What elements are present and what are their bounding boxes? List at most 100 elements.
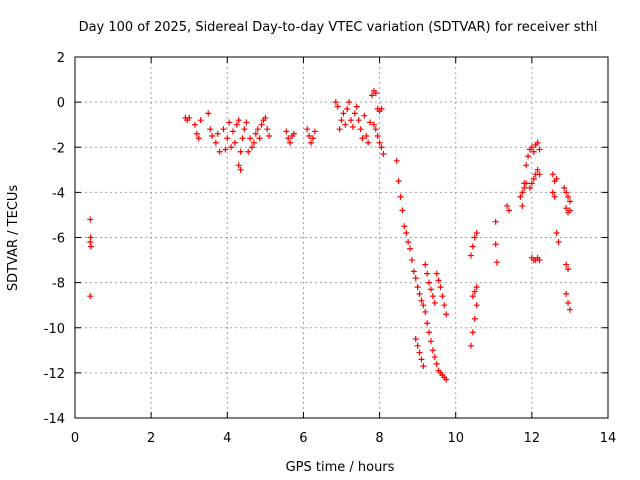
data-point [256,135,263,142]
data-point [214,130,221,137]
data-point [536,146,543,153]
data-point [473,302,480,309]
data-point [290,130,297,137]
data-point [416,290,423,297]
data-point [420,363,427,370]
data-point [526,184,533,191]
data-point [250,139,257,146]
data-point [235,162,242,169]
data-point [241,126,248,133]
data-point [195,135,202,142]
y-tick-label: 2 [57,51,65,66]
data-point [530,148,537,155]
data-point [492,241,499,248]
data-point [410,268,417,275]
data-point [308,139,315,146]
data-point [521,184,528,191]
data-point [87,239,94,246]
data-series [87,87,573,383]
data-point [249,144,256,151]
data-point [209,132,216,139]
data-point [426,279,433,286]
data-point [523,162,530,169]
data-point [424,320,431,327]
data-point [437,284,444,291]
data-point [355,117,362,124]
y-axis-label: SDTVAR / TECUs [6,185,21,292]
data-point [344,105,351,112]
data-point [493,259,500,266]
data-point [563,261,570,268]
data-point [408,257,415,264]
data-point [563,290,570,297]
x-axis: 0 2 4 6 8 10 12 14 [71,57,616,446]
data-point [433,270,440,277]
data-point [473,284,480,291]
data-point [239,135,246,142]
data-point [401,223,408,230]
data-point [361,112,368,119]
data-point [372,126,379,133]
data-point [266,132,273,139]
data-point [431,299,438,306]
data-point [519,189,526,196]
chart-title: Day 100 of 2025, Sidereal Day-to-day VTE… [79,20,598,35]
data-point [525,153,532,160]
data-point [191,121,198,128]
data-point [87,293,94,300]
data-point [523,180,530,187]
data-point [566,207,573,214]
data-point [565,266,572,273]
data-point [443,376,450,383]
data-point [237,166,244,173]
data-point [433,360,440,367]
data-point [439,293,446,300]
data-point [403,229,410,236]
data-point [378,144,385,151]
data-point [549,171,556,178]
data-point [471,288,478,295]
data-point [370,121,377,128]
data-point [222,146,229,153]
data-point [492,218,499,225]
data-point [212,139,219,146]
data-point [359,135,366,142]
data-point [332,99,339,106]
data-point [530,175,537,182]
data-point [566,306,573,313]
data-point [365,139,372,146]
data-point [336,126,343,133]
plot-frame [74,56,609,419]
data-point [435,277,442,284]
data-point [247,135,254,142]
data-point [469,243,476,250]
data-point [340,110,347,117]
data-point [412,275,419,282]
data-point [287,139,294,146]
data-point [414,284,421,291]
data-point [414,342,421,349]
data-point [395,178,402,185]
data-point [467,252,474,259]
data-point [231,139,238,146]
data-point [348,117,355,124]
y-tick-label: -14 [44,412,65,427]
data-point [311,128,318,135]
data-point [553,229,560,236]
data-point [504,202,511,209]
data-point [551,193,558,200]
data-point [469,293,476,300]
x-tick-label: 4 [223,431,231,446]
data-point [536,257,543,264]
data-point [264,126,271,133]
data-point [418,356,425,363]
y-axis: 2 0 -2 -4 -6 -8 -10 -12 -14 [44,51,608,427]
x-tick-label: 10 [447,431,464,446]
data-point [469,329,476,336]
data-point [346,99,353,106]
data-point [342,121,349,128]
data-point [235,117,242,124]
data-point [426,329,433,336]
data-point [422,261,429,268]
